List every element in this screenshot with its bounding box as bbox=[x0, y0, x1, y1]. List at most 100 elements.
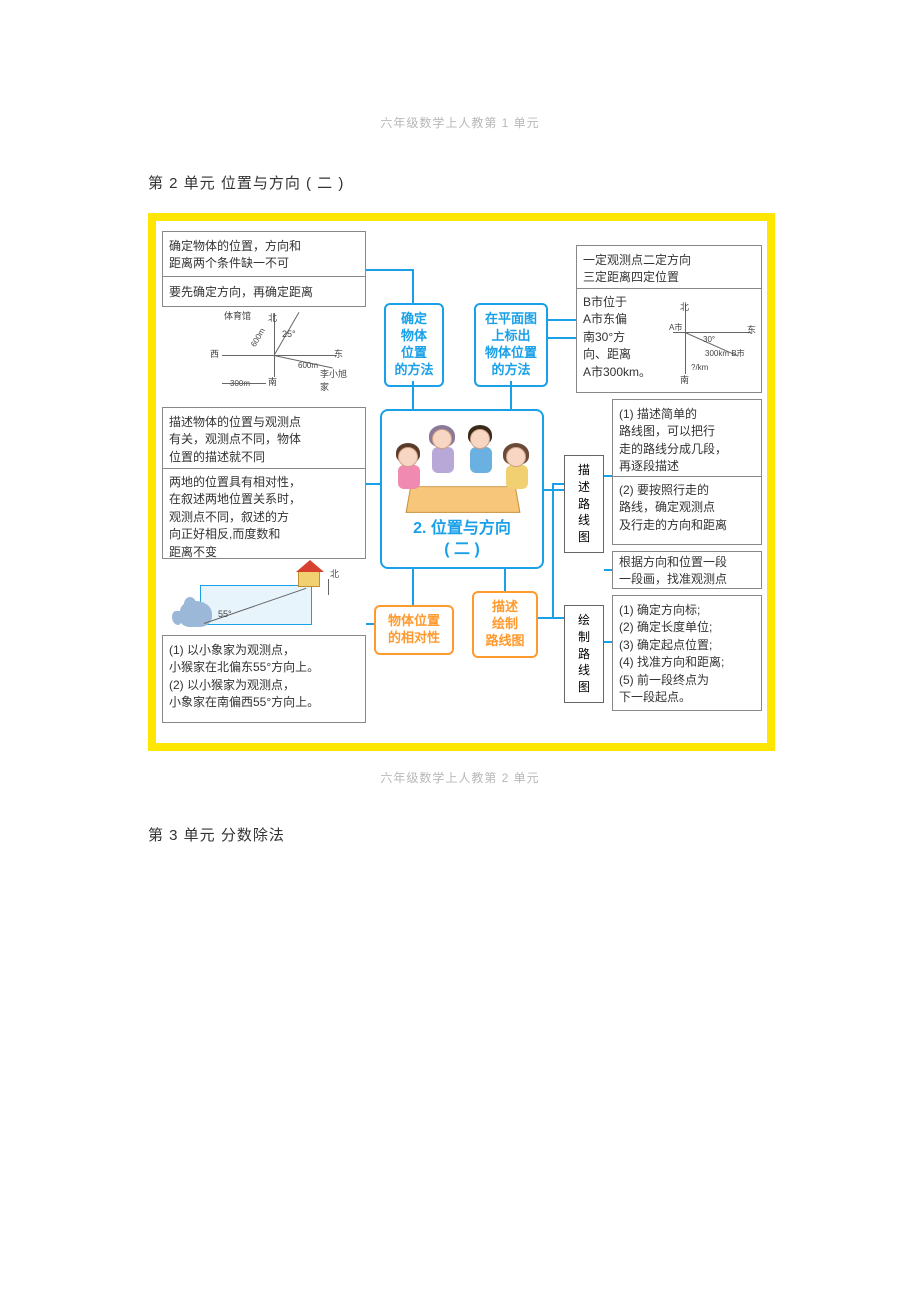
box-draw-route-steps: (1) 确定方向标;(2) 确定长度单位;(3) 确定起点位置;(4) 找准方向… bbox=[612, 595, 762, 711]
tr2-l1: B市位于 bbox=[583, 295, 627, 309]
tr2-l4: 向、距离 bbox=[583, 347, 631, 361]
ab-east: 东 bbox=[747, 324, 756, 337]
box-describe-route: (1) 描述简单的路线图，可以把行走的路线分成几段，再逐段描述 (2) 要按照行… bbox=[612, 399, 762, 545]
t4l1: 描述 bbox=[492, 599, 518, 614]
ab-ang30: 30° bbox=[703, 334, 715, 345]
center-topic-box: 2. 位置与方向 ( 二 ) bbox=[380, 409, 544, 569]
t1l2: 物体 bbox=[401, 328, 427, 343]
t4l3: 路线图 bbox=[485, 633, 524, 648]
t3l1: 物体位置 bbox=[388, 613, 440, 628]
label-ang55: 55° bbox=[218, 609, 232, 619]
tag-mark-on-map: 在平面图 上标出 物体位置 的方法 bbox=[474, 303, 548, 387]
tr2-l2: A市东偏 bbox=[583, 312, 627, 326]
tr2-l3: 南30°方 bbox=[583, 330, 625, 344]
text-mr2: (2) 要按照行走的路线，确定观测点及行走的方向和距离 bbox=[613, 480, 733, 536]
text-mr1: (1) 描述简单的路线图，可以把行走的路线分成几段，再逐段描述 bbox=[613, 404, 733, 478]
heading-unit3: 第 3 单元 分数除法 bbox=[148, 824, 285, 845]
connector bbox=[604, 475, 612, 477]
connector bbox=[548, 337, 576, 339]
divider bbox=[163, 276, 365, 277]
connector bbox=[412, 269, 414, 303]
t2l2: 上标出 bbox=[491, 328, 530, 343]
text-ml2: 两地的位置具有相对性，在叙述两地位置关系时，观测点不同，叙述的方向正好相反,而度… bbox=[163, 472, 307, 563]
s1l3: 图 bbox=[578, 530, 590, 544]
text-tr2: B市位于 A市东偏 南30°方 向、距离 A市300km。 bbox=[577, 292, 659, 383]
center-title-l1: 2. 位置与方向 bbox=[413, 520, 511, 537]
connector bbox=[552, 483, 564, 485]
text-br1: (1) 确定方向标;(2) 确定长度单位;(3) 确定起点位置;(4) 找准方向… bbox=[613, 600, 730, 708]
label-south: 南 bbox=[268, 375, 277, 388]
t4l2: 绘制 bbox=[492, 616, 518, 631]
s2l1: 绘制 bbox=[578, 613, 590, 644]
t2l1: 在平面图 bbox=[485, 311, 537, 326]
label-600m-a: 600m bbox=[249, 327, 267, 349]
label-describe-route: 描述 路线 图 bbox=[564, 455, 604, 553]
label-north: 北 bbox=[268, 311, 277, 324]
label-west: 西 bbox=[210, 347, 219, 360]
elephant-icon bbox=[180, 601, 212, 627]
center-title: 2. 位置与方向 ( 二 ) bbox=[382, 519, 542, 561]
kid-4 bbox=[506, 447, 528, 489]
mindmap-frame: 确定物体的位置，方向和距离两个条件缺一不可 要先确定方向，再确定距离 北 南 东… bbox=[148, 213, 775, 751]
label-sport: 体育馆 bbox=[224, 309, 251, 322]
label-600m-b: 600m bbox=[298, 361, 318, 370]
text-mr3: 根据方向和位置一段一段画，找准观测点 bbox=[619, 555, 727, 586]
text-tl2: 要先确定方向，再确定距离 bbox=[163, 282, 365, 303]
text-bl1: (1) 以小象家为观测点，小猴家在北偏东55°方向上。(2) 以小猴家为观测点，… bbox=[163, 640, 325, 714]
s2l3: 图 bbox=[578, 680, 590, 694]
compass-ab-cities: 北 南 东 A市 30° 300km B市 ?/km bbox=[673, 304, 757, 384]
monkey-house-icon bbox=[298, 571, 320, 587]
text-ml1: 描述物体的位置与观测点有关，观测点不同，物体位置的描述就不同 bbox=[163, 412, 307, 468]
connector bbox=[504, 569, 506, 591]
desk-icon bbox=[406, 486, 521, 513]
connector bbox=[412, 381, 414, 409]
tr2-l5: A市300km。 bbox=[583, 365, 651, 379]
ab-km: ?/km bbox=[691, 362, 708, 373]
label-map-north: 北 bbox=[330, 567, 339, 580]
divider bbox=[577, 288, 761, 289]
box-elephant-monkey-text: (1) 以小象家为观测点，小猴家在北偏东55°方向上。(2) 以小猴家为观测点，… bbox=[162, 635, 366, 723]
t1l1: 确定 bbox=[401, 311, 427, 326]
connector bbox=[544, 489, 564, 491]
ab-cityB: 300km B市 bbox=[705, 348, 745, 359]
connector bbox=[604, 569, 612, 571]
kid-1 bbox=[398, 447, 420, 489]
t1l4: 的方法 bbox=[394, 362, 433, 377]
kid-2 bbox=[432, 429, 454, 473]
label-ang25: 25° bbox=[282, 329, 296, 339]
elephant-monkey-map: 55° 北 bbox=[170, 565, 360, 633]
box-determine-conditions: 确定物体的位置，方向和距离两个条件缺一不可 要先确定方向，再确定距离 bbox=[162, 231, 366, 307]
center-title-l2: ( 二 ) bbox=[444, 541, 480, 558]
box-observation-relative: 描述物体的位置与观测点有关，观测点不同，物体位置的描述就不同 两地的位置具有相对… bbox=[162, 407, 366, 559]
connector bbox=[604, 641, 612, 643]
t3l2: 的相对性 bbox=[388, 630, 440, 645]
text-tr1: 一定观测点二定方向三定距离四定位置 bbox=[577, 250, 697, 289]
connector bbox=[552, 483, 554, 617]
page-caption-unit1: 六年级数学上人教第 1 单元 bbox=[0, 114, 920, 131]
connector bbox=[538, 617, 564, 619]
text-tl1: 确定物体的位置，方向和距离两个条件缺一不可 bbox=[163, 236, 365, 275]
map-north-arrow bbox=[328, 579, 329, 595]
connector bbox=[412, 569, 414, 605]
label-east: 东 bbox=[334, 347, 343, 360]
connector bbox=[510, 381, 512, 409]
kid-3 bbox=[470, 429, 492, 473]
connector bbox=[366, 623, 374, 625]
tag-relative-position: 物体位置 的相对性 bbox=[374, 605, 454, 655]
connector bbox=[366, 269, 414, 271]
scale-bar bbox=[222, 383, 266, 384]
ab-ns bbox=[685, 304, 686, 374]
center-illustration bbox=[390, 419, 538, 519]
compass-illustration-left: 北 南 东 西 体育馆 李小旭家 25° 600m 600m 300m bbox=[204, 313, 354, 389]
tag-describe-draw-route: 描述 绘制 路线图 bbox=[472, 591, 538, 658]
label-draw-route: 绘制 路线 图 bbox=[564, 605, 604, 703]
t1l3: 位置 bbox=[401, 345, 427, 360]
divider bbox=[163, 468, 365, 469]
ab-north: 北 bbox=[680, 301, 689, 314]
tag-determine-method: 确定 物体 位置 的方法 bbox=[384, 303, 444, 387]
connector bbox=[548, 319, 576, 321]
ab-south: 南 bbox=[680, 374, 689, 387]
t2l4: 的方法 bbox=[491, 362, 530, 377]
s1l1: 描述 bbox=[578, 463, 590, 494]
box-draw-step: 根据方向和位置一段一段画，找准观测点 bbox=[612, 551, 762, 589]
